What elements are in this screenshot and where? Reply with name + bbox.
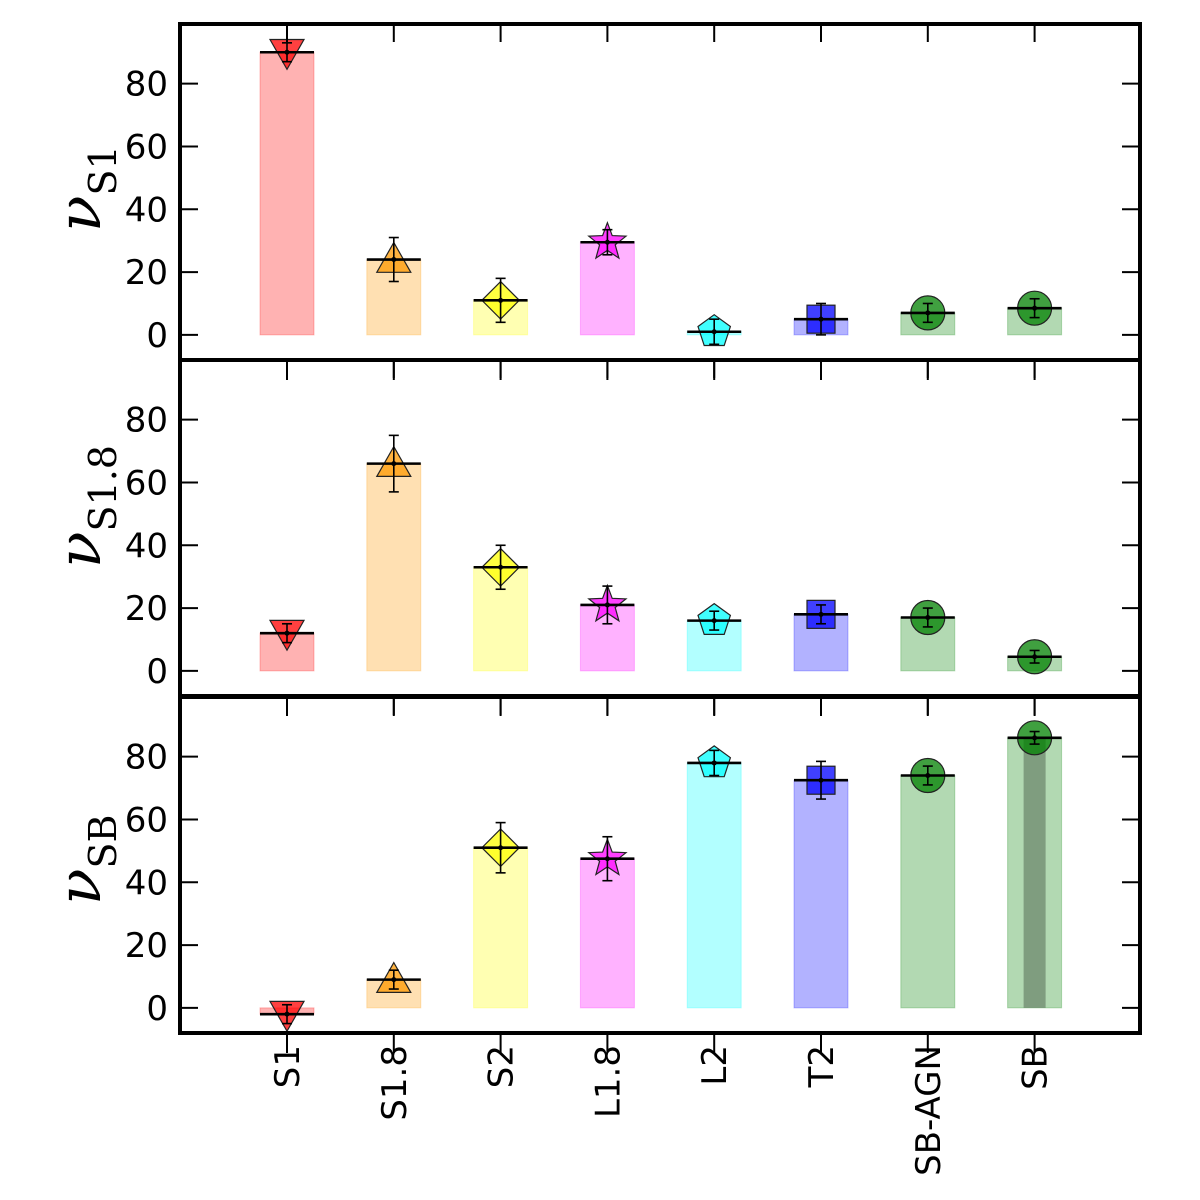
- bar: [259, 51, 315, 336]
- y-tick-label: 40: [125, 190, 168, 230]
- x-tick-labels: S1 S1.8 S2 L1.8 L2 T2 SB-AGN SB: [268, 1045, 1056, 1176]
- bar-inner: [1023, 737, 1046, 1008]
- y-tick-label: 60: [125, 800, 168, 840]
- x-tick-label: S1.8: [375, 1045, 415, 1121]
- x-tick-label: S2: [482, 1045, 522, 1088]
- x-tick-label: SB: [1016, 1045, 1056, 1090]
- y-tick-label: 0: [146, 316, 168, 356]
- x-tick-label: L1.8: [588, 1045, 628, 1118]
- bar: [793, 779, 849, 1009]
- y-tick-label: 60: [125, 463, 168, 503]
- panel-frame: [178, 22, 1142, 362]
- bar-group-L1.8: [579, 583, 635, 672]
- bar-group-T2: [793, 760, 849, 1009]
- x-tick-label: SB-AGN: [909, 1045, 949, 1176]
- bar-group-T2: [793, 599, 849, 672]
- bar-group-T2: [793, 302, 849, 336]
- bar-group-S1: [259, 619, 315, 672]
- bar-group-S1.8: [366, 961, 422, 1009]
- bar-group-SB-AGN: [900, 295, 956, 336]
- x-tick-label: T2: [802, 1045, 842, 1088]
- y-tick-label: 40: [125, 863, 168, 903]
- bar-group-S1: [259, 38, 315, 336]
- y-tick-label: 80: [125, 65, 168, 105]
- bar-group-S1.8: [366, 434, 422, 672]
- bar-group-SB: [1007, 639, 1063, 675]
- bar-group-L2: [686, 602, 742, 672]
- bar-group-SB: [1007, 290, 1063, 336]
- bar-group-L2: [686, 313, 742, 347]
- y-axis-label: νS1: [45, 145, 125, 232]
- x-tick-label: L2: [695, 1045, 735, 1086]
- y-tick-label: 0: [146, 989, 168, 1029]
- y-tick-label: 20: [125, 926, 168, 966]
- y-axis-label: νSB: [45, 815, 125, 905]
- bar: [579, 241, 635, 336]
- bar-group-S1: [259, 1000, 315, 1033]
- y-axis-label-sub: SB: [81, 815, 125, 869]
- y-tick-label: 80: [125, 738, 168, 778]
- bar: [900, 775, 956, 1009]
- bar-group-S2: [473, 821, 529, 1009]
- bar: [473, 847, 529, 1009]
- y-axis-label-main: ν: [45, 532, 115, 568]
- panel-frame: [178, 358, 1142, 698]
- bar-group-SB: [1007, 720, 1063, 1009]
- y-tick-label: 40: [125, 526, 168, 566]
- y-tick-label: 80: [125, 401, 168, 441]
- bar: [686, 762, 742, 1009]
- y-axis-label-sub: S1: [81, 145, 125, 195]
- bar-group-S2: [473, 277, 529, 336]
- bar-group-L1.8: [579, 220, 635, 336]
- bar-group-SB-AGN: [900, 757, 956, 1009]
- bar-group-L1.8: [579, 835, 635, 1009]
- panel-frame: [178, 695, 1142, 1035]
- x-tick-label: S1: [268, 1045, 308, 1088]
- y-tick-label: 0: [146, 652, 168, 692]
- y-tick-label: 20: [125, 253, 168, 293]
- bar-group-S1.8: [366, 236, 422, 336]
- bar: [579, 604, 635, 672]
- bar: [579, 858, 635, 1009]
- bar-group-SB-AGN: [900, 599, 956, 672]
- bar-group-S2: [473, 544, 529, 672]
- y-tick-label: 20: [125, 589, 168, 629]
- bar-group-L2: [686, 745, 742, 1009]
- bar: [366, 463, 422, 672]
- y-tick-label: 60: [125, 127, 168, 167]
- y-axis-label-main: ν: [45, 869, 115, 905]
- y-axis-label-sub: S1.8: [81, 445, 125, 531]
- y-axis-label-main: ν: [45, 196, 115, 232]
- y-axis-label: νS1.8: [45, 445, 125, 568]
